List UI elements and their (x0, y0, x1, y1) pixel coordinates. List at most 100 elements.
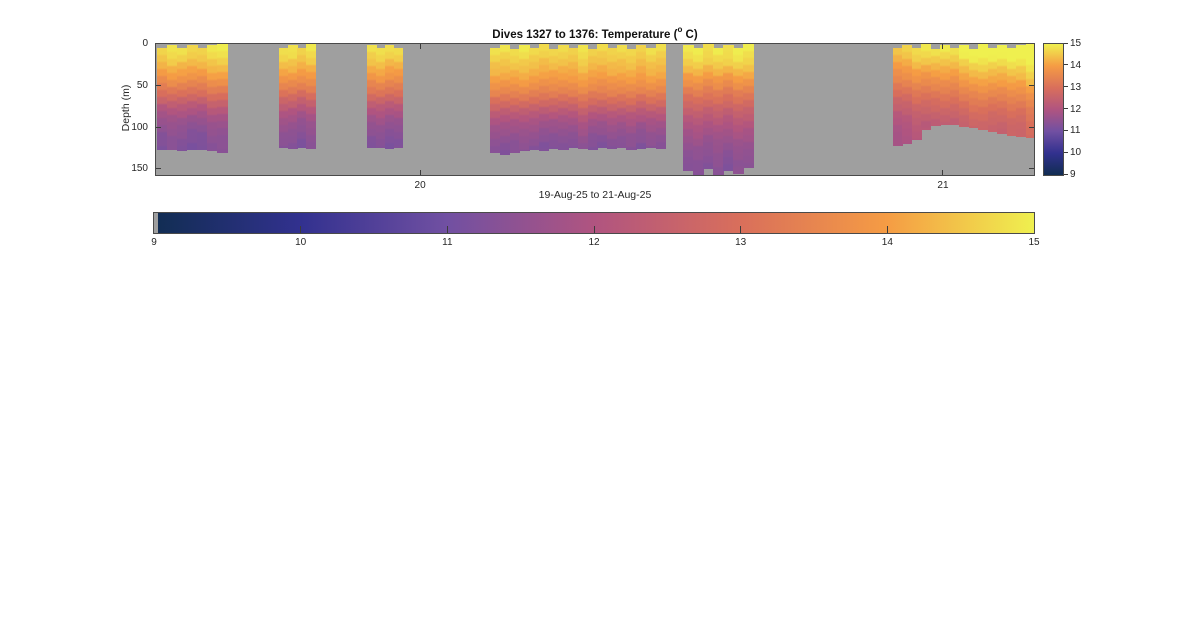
dive-column (616, 45, 628, 148)
colorbar-horizontal-gradient (154, 213, 1034, 233)
dive-column (723, 45, 734, 171)
dive-column (376, 48, 386, 148)
dive-column (558, 45, 569, 150)
plot-title-units: C) (682, 28, 698, 41)
y-tick-label: 100 (131, 121, 148, 133)
dive-column (978, 44, 989, 130)
colorbar-h-tick-mark (740, 226, 742, 233)
x-tick-label: 20 (414, 180, 426, 191)
dive-column (384, 45, 395, 149)
y-tick-mark (1029, 84, 1035, 86)
colorbar-v-tick-mark (1064, 64, 1068, 66)
colorbar-h-tick-mark (446, 226, 448, 233)
dive-column (949, 48, 960, 125)
dive-column (892, 48, 903, 146)
dive-column (902, 45, 913, 144)
colorbar-h-tick-label: 11 (442, 237, 453, 248)
colorbar-h-tick-label: 13 (735, 237, 747, 248)
plot-title: Dives 1327 to 1376: Temperature (o C) (155, 25, 1035, 41)
colorbar-h-tick-label: 9 (151, 237, 157, 248)
dive-column (207, 45, 218, 151)
dive-column (655, 44, 666, 149)
dive-column (393, 48, 404, 148)
colorbar-h-tick-label: 15 (1028, 237, 1040, 248)
dive-column (156, 48, 168, 150)
x-tick-label: 21 (937, 180, 949, 191)
dive-column (519, 45, 530, 151)
y-tick-label: 0 (142, 38, 148, 49)
dive-column (1025, 44, 1035, 138)
dive-column (568, 48, 579, 148)
x-axis-label: 19-Aug-25 to 21-Aug-25 (538, 189, 652, 201)
x-tick-mark (419, 170, 421, 176)
colorbar-v-tick-label: 15 (1070, 38, 1082, 49)
dive-column (743, 44, 754, 168)
dive-column (959, 45, 970, 127)
colorbar-vertical (1043, 43, 1064, 176)
plot-area (155, 43, 1035, 176)
colorbar-h-tick-label: 12 (588, 237, 600, 248)
dive-column (693, 48, 704, 175)
colorbar-horizontal (153, 212, 1035, 234)
colorbar-v-tick-label: 14 (1070, 59, 1082, 71)
dive-column (606, 48, 618, 149)
dive-column (1016, 45, 1027, 137)
x-tick-mark (942, 43, 944, 49)
dive-column (997, 45, 1008, 134)
dive-column (940, 45, 951, 125)
y-tick-mark (155, 126, 161, 128)
dive-column (703, 44, 714, 169)
colorbar-nan-strip (154, 213, 158, 233)
dive-column (529, 48, 540, 150)
colorbar-v-tick-label: 10 (1070, 147, 1082, 159)
dive-column (490, 48, 501, 153)
dive-column (166, 45, 178, 150)
colorbar-v-tick-label: 9 (1070, 169, 1076, 180)
dive-column (911, 48, 922, 140)
dive-column (930, 49, 941, 126)
y-tick-label: 150 (131, 163, 148, 175)
dive-column (987, 48, 998, 132)
dive-column (683, 45, 694, 171)
dive-column (548, 49, 559, 149)
dive-column (176, 48, 188, 151)
colorbar-h-tick-mark (300, 226, 302, 233)
y-tick-mark (1029, 168, 1035, 170)
y-tick-mark (155, 43, 161, 44)
plot-title-text: Dives 1327 to 1376: Temperature ( (492, 28, 678, 41)
dive-column (587, 49, 598, 150)
colorbar-v-tick-mark (1064, 151, 1068, 153)
colorbar-h-tick-label: 14 (881, 237, 893, 248)
dive-column (733, 48, 744, 174)
colorbar-v-tick-mark (1064, 86, 1068, 88)
colorbar-h-tick-mark (886, 226, 888, 233)
colorbar-v-tick-mark (1064, 108, 1068, 109)
colorbar-v-tick-mark (1064, 42, 1068, 44)
y-tick-mark (1029, 126, 1035, 128)
x-tick-mark (419, 43, 421, 49)
dive-column (538, 44, 550, 151)
colorbar-h-tick-mark (593, 226, 595, 233)
dive-column (509, 49, 520, 153)
dive-column (278, 48, 289, 148)
dive-column (645, 48, 657, 148)
dive-column (287, 45, 298, 149)
dive-column (921, 44, 932, 130)
dive-column (713, 48, 724, 175)
dive-column (196, 48, 208, 150)
dive-column (597, 44, 608, 148)
dive-column (626, 49, 637, 150)
dive-column (186, 45, 198, 150)
dive-column (499, 45, 511, 155)
colorbar-vertical-gradient (1044, 44, 1063, 175)
y-tick-mark (155, 84, 161, 86)
x-tick-mark (942, 170, 944, 176)
colorbar-v-tick-mark (1064, 129, 1068, 131)
y-tick-mark (1029, 43, 1035, 44)
degree-superscript: o (677, 25, 683, 34)
dive-column (306, 44, 316, 149)
dive-column (217, 44, 228, 153)
colorbar-v-tick-label: 11 (1070, 125, 1081, 137)
dive-column (636, 45, 647, 149)
